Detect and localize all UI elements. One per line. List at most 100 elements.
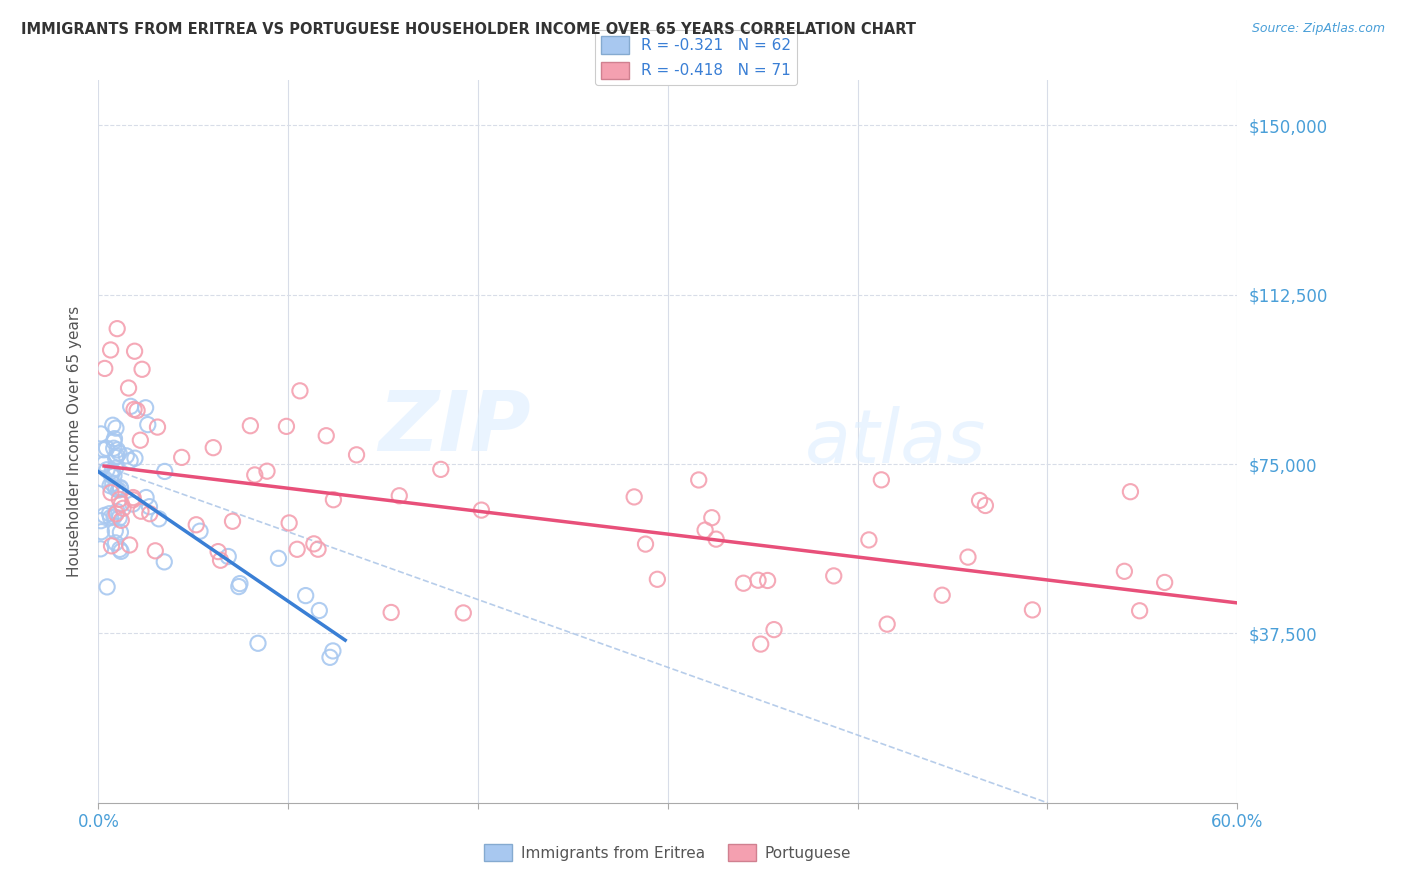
Point — [470, 503, 492, 517]
Point — [100, 468, 122, 483]
Point — [136, 417, 159, 432]
Legend: Immigrants from Eritrea, Portuguese: Immigrants from Eritrea, Portuguese — [478, 838, 858, 867]
Point — [105, 504, 128, 518]
Point — [105, 507, 128, 521]
Point — [100, 539, 122, 553]
Point — [974, 499, 997, 513]
Point — [308, 603, 330, 617]
Point — [217, 549, 239, 564]
Point — [103, 468, 125, 483]
Point — [108, 492, 131, 507]
Point — [695, 523, 717, 537]
Point — [278, 516, 301, 530]
Point — [115, 449, 138, 463]
Point — [100, 485, 122, 500]
Point — [104, 450, 127, 465]
Point — [209, 553, 232, 567]
Point — [108, 542, 131, 557]
Point — [1114, 564, 1136, 578]
Point — [931, 588, 953, 602]
Point — [90, 426, 112, 441]
Point — [118, 538, 141, 552]
Point — [188, 524, 211, 539]
Point — [267, 551, 290, 566]
Point — [647, 572, 669, 586]
Point — [148, 512, 170, 526]
Point — [91, 472, 114, 486]
Point — [307, 542, 329, 557]
Point — [107, 483, 129, 497]
Point — [103, 442, 125, 456]
Point — [246, 636, 269, 650]
Point — [125, 403, 148, 417]
Point — [104, 482, 127, 496]
Point — [453, 606, 475, 620]
Point — [101, 464, 124, 478]
Point — [90, 524, 112, 539]
Point — [96, 442, 118, 456]
Point — [288, 384, 311, 398]
Point — [294, 589, 316, 603]
Point — [135, 401, 157, 415]
Point — [122, 402, 145, 417]
Point — [756, 574, 779, 588]
Point — [120, 400, 142, 414]
Point — [186, 517, 208, 532]
Point — [110, 544, 132, 558]
Point — [89, 541, 111, 556]
Point — [103, 432, 125, 446]
Point — [104, 524, 127, 538]
Point — [143, 544, 166, 558]
Point — [117, 381, 139, 395]
Point — [430, 462, 453, 476]
Point — [876, 617, 898, 632]
Point — [153, 555, 176, 569]
Point — [135, 491, 157, 505]
Point — [104, 461, 127, 475]
Text: ZIP: ZIP — [378, 386, 531, 467]
Point — [747, 573, 769, 587]
Point — [103, 434, 125, 449]
Point — [100, 510, 122, 524]
Point — [315, 428, 337, 442]
Point — [229, 576, 252, 591]
Point — [96, 580, 118, 594]
Point — [108, 511, 131, 525]
Point — [276, 419, 298, 434]
Point — [96, 463, 118, 477]
Text: IMMIGRANTS FROM ERITREA VS PORTUGUESE HOUSEHOLDER INCOME OVER 65 YEARS CORRELATI: IMMIGRANTS FROM ERITREA VS PORTUGUESE HO… — [21, 22, 917, 37]
Point — [319, 650, 342, 665]
Point — [1129, 604, 1152, 618]
Point — [969, 493, 991, 508]
Point — [623, 490, 645, 504]
Point — [749, 637, 772, 651]
Point — [823, 569, 845, 583]
Point — [98, 507, 121, 521]
Point — [139, 507, 162, 521]
Point — [105, 442, 128, 457]
Point — [104, 536, 127, 550]
Point — [110, 525, 132, 540]
Point — [93, 508, 115, 523]
Point — [121, 497, 143, 511]
Point — [243, 467, 266, 482]
Point — [762, 623, 785, 637]
Point — [100, 343, 122, 357]
Point — [870, 473, 893, 487]
Point — [105, 449, 128, 463]
Point — [322, 644, 344, 658]
Point — [256, 464, 278, 478]
Point — [110, 482, 132, 496]
Point — [207, 544, 229, 558]
Point — [146, 420, 169, 434]
Point — [346, 448, 368, 462]
Point — [170, 450, 193, 465]
Point — [122, 492, 145, 507]
Point — [122, 491, 145, 505]
Point — [105, 321, 128, 335]
Point — [858, 533, 880, 547]
Point — [202, 441, 225, 455]
Point — [108, 446, 131, 460]
Point — [93, 457, 115, 471]
Point — [388, 489, 411, 503]
